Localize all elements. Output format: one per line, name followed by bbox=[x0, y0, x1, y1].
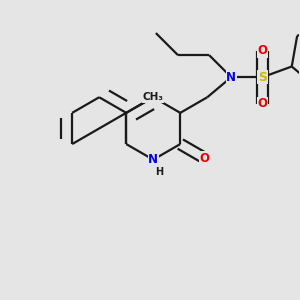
Text: H: H bbox=[155, 167, 163, 176]
Text: O: O bbox=[257, 97, 267, 110]
Text: O: O bbox=[257, 44, 267, 57]
Text: N: N bbox=[148, 153, 158, 166]
Text: N: N bbox=[226, 71, 236, 84]
Text: CH₃: CH₃ bbox=[143, 92, 164, 102]
Text: O: O bbox=[200, 152, 210, 165]
Text: S: S bbox=[258, 71, 267, 84]
